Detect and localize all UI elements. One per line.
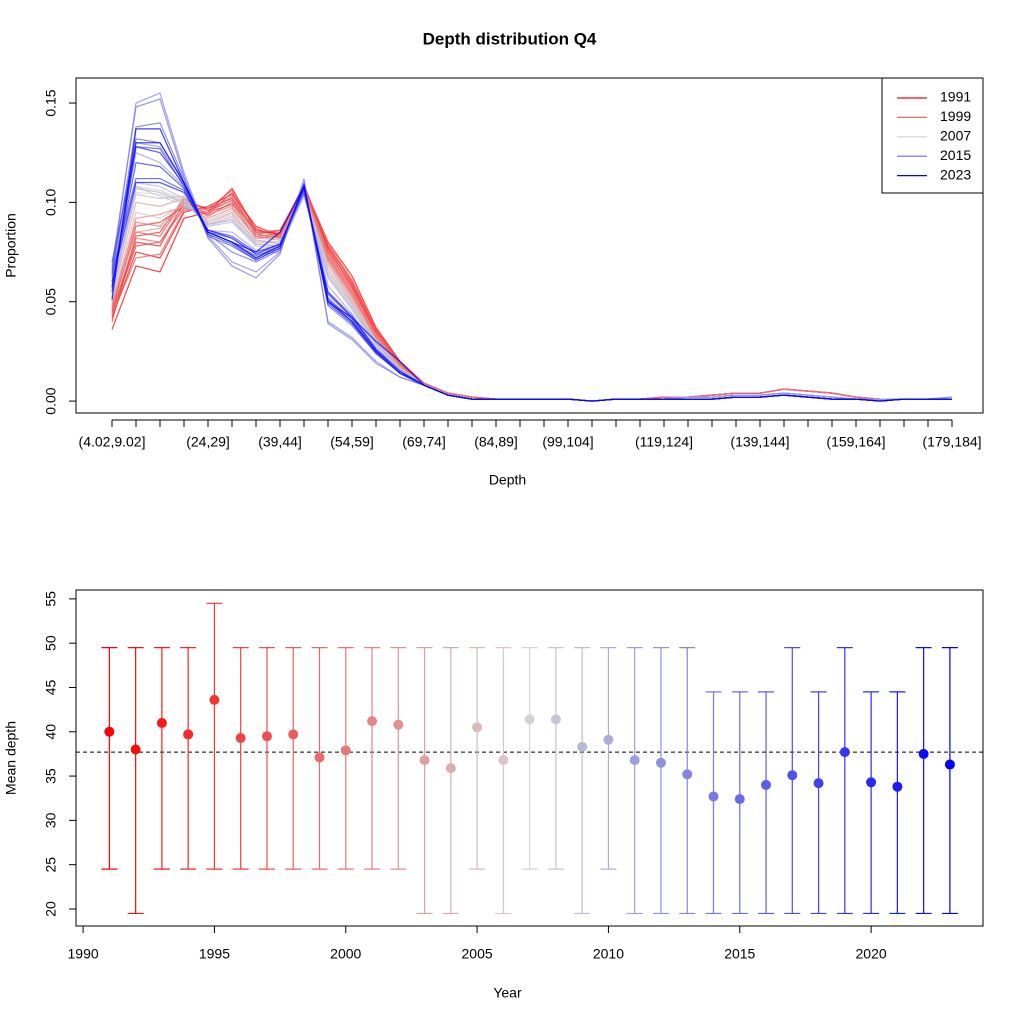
mean-point (104, 726, 115, 737)
mean-point (550, 714, 561, 725)
y-tick-label: 0.15 (43, 89, 59, 116)
y-axis-label: Proportion (3, 213, 19, 278)
legend-box (881, 77, 984, 194)
mean-point (682, 769, 693, 780)
x-tick-label: (119,124] (635, 434, 693, 450)
y-tick-label: 0.05 (43, 288, 59, 315)
legend-label: 2023 (940, 166, 971, 182)
mean-point (813, 778, 824, 789)
x-tick-label: (84,89] (474, 434, 518, 450)
y-tick-label: 25 (43, 857, 59, 873)
x-tick-label: (24,29] (186, 434, 230, 450)
x-tick-label: 1995 (199, 946, 230, 962)
y-tick-label: 30 (43, 812, 59, 828)
x-axis-label: Depth (489, 472, 526, 488)
legend-label: 1999 (940, 108, 971, 124)
x-tick-label: (39,44] (258, 434, 302, 450)
mean-point (734, 794, 745, 805)
mean-point (629, 755, 640, 766)
mean-point (445, 763, 456, 774)
mean-point (866, 777, 877, 788)
mean-point (761, 779, 772, 790)
mean-point (577, 741, 588, 752)
mean-point (892, 781, 903, 792)
x-tick-label: 1990 (68, 946, 99, 962)
y-tick-label: 0.10 (43, 189, 59, 216)
mean-point (839, 747, 850, 758)
chart-title: Depth distribution Q4 (423, 29, 597, 48)
plot-frame (75, 77, 984, 414)
legend-label: 2015 (940, 147, 971, 163)
mean-point (340, 745, 351, 756)
y-tick-label: 55 (43, 591, 59, 607)
x-tick-label: (99,104] (542, 434, 593, 450)
y-tick-label: 0.00 (43, 387, 59, 414)
mean-point (498, 755, 509, 766)
mean-point (130, 744, 141, 755)
mean-point (419, 755, 430, 766)
x-tick-label: (159,164] (826, 434, 885, 450)
x-tick-label: (69,74] (402, 434, 446, 450)
mean-point (708, 791, 719, 802)
legend-label: 1991 (940, 89, 971, 105)
y-tick-label: 45 (43, 679, 59, 695)
x-tick-label: (139,144] (730, 434, 789, 450)
x-tick-label: 2000 (330, 946, 361, 962)
mean-point (787, 770, 798, 781)
x-tick-label: 2020 (856, 946, 887, 962)
x-tick-label: 2005 (462, 946, 493, 962)
mean-point (603, 734, 614, 745)
mean-point (235, 732, 246, 743)
mean-point (183, 729, 194, 740)
x-tick-label: 2015 (724, 946, 755, 962)
mean-point (918, 748, 929, 759)
x-tick-label: 2010 (593, 946, 624, 962)
x-tick-label: (4.02,9.02] (79, 434, 146, 450)
x-axis-label: Year (493, 985, 522, 1001)
y-axis-label: Mean depth (3, 721, 19, 795)
x-tick-label: (54,59] (330, 434, 374, 450)
mean-point (288, 729, 299, 740)
mean-point (261, 731, 272, 742)
y-tick-label: 40 (43, 724, 59, 740)
legend-label: 2007 (940, 128, 971, 144)
x-tick-label: (179,184] (922, 434, 981, 450)
mean-point (472, 722, 483, 733)
mean-point (393, 719, 404, 730)
series-line (111, 128, 952, 402)
y-tick-label: 35 (43, 768, 59, 784)
mean-point (524, 714, 535, 725)
y-tick-label: 50 (43, 635, 59, 651)
mean-point (156, 717, 167, 728)
mean-point (944, 759, 955, 770)
mean-point (655, 757, 666, 768)
y-tick-label: 20 (43, 901, 59, 917)
mean-point (367, 716, 378, 727)
mean-point (314, 752, 325, 763)
mean-point (209, 694, 220, 705)
